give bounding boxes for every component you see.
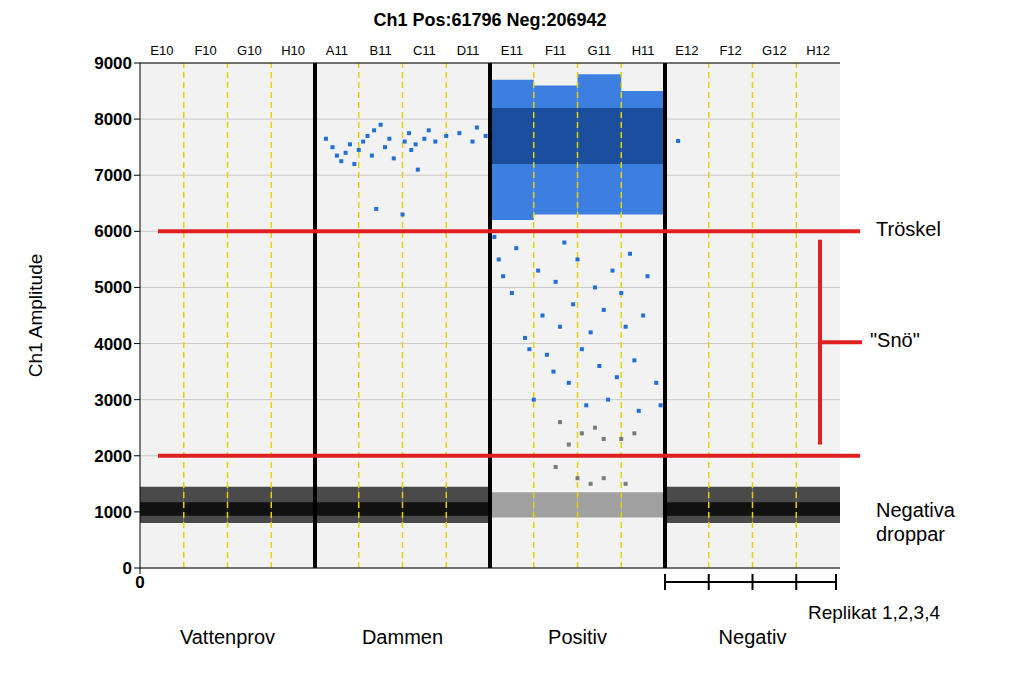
svg-text:4000: 4000	[94, 335, 132, 354]
html-text:Ch1 Pos:61796 Neg:206942: Ch1 Pos:61796 Neg:206942	[373, 10, 607, 30]
svg-text:G11: G11	[588, 43, 612, 58]
svg-text:D11: D11	[457, 43, 480, 58]
svg-text:A11: A11	[326, 43, 348, 58]
svg-text:3000: 3000	[94, 391, 132, 410]
svg-text:1000: 1000	[94, 503, 132, 522]
svg-text:H10: H10	[281, 43, 305, 58]
svg-text:E12: E12	[675, 43, 698, 58]
svg-text:2000: 2000	[94, 447, 132, 466]
svg-text:7000: 7000	[94, 166, 132, 185]
html-text:Negativa droppar: Negativa droppar	[876, 498, 955, 545]
svg-text:Ch1 Amplitude: Ch1 Amplitude	[25, 254, 46, 378]
svg-text:C11: C11	[413, 43, 436, 58]
svg-text:B11: B11	[370, 43, 392, 58]
svg-text:E11: E11	[501, 43, 523, 58]
svg-text:8000: 8000	[94, 110, 132, 129]
svg-text:6000: 6000	[94, 222, 132, 241]
html-text:Vattenprov: Vattenprov	[179, 626, 276, 648]
html-text:Replikat 1,2,3,4: Replikat 1,2,3,4	[808, 602, 940, 623]
svg-text:F12: F12	[719, 43, 741, 58]
html-text:Dammen: Dammen	[361, 626, 444, 648]
html-text:Tröskel: Tröskel	[876, 218, 941, 241]
svg-text:9000: 9000	[94, 54, 132, 73]
html-text:Positiv: Positiv	[548, 626, 607, 648]
svg-text:0: 0	[135, 573, 144, 592]
svg-text:G12: G12	[762, 43, 787, 58]
svg-text:0: 0	[123, 559, 132, 578]
svg-text:F11: F11	[545, 43, 566, 58]
html-text:"Snö": "Snö"	[870, 329, 920, 352]
svg-text:H11: H11	[632, 43, 655, 58]
svg-text:H12: H12	[806, 43, 830, 58]
svg-text:G10: G10	[237, 43, 262, 58]
html-text:Negativ: Negativ	[718, 626, 787, 648]
svg-text:F10: F10	[194, 43, 216, 58]
svg-text:5000: 5000	[94, 278, 132, 297]
svg-text:E10: E10	[150, 43, 173, 58]
